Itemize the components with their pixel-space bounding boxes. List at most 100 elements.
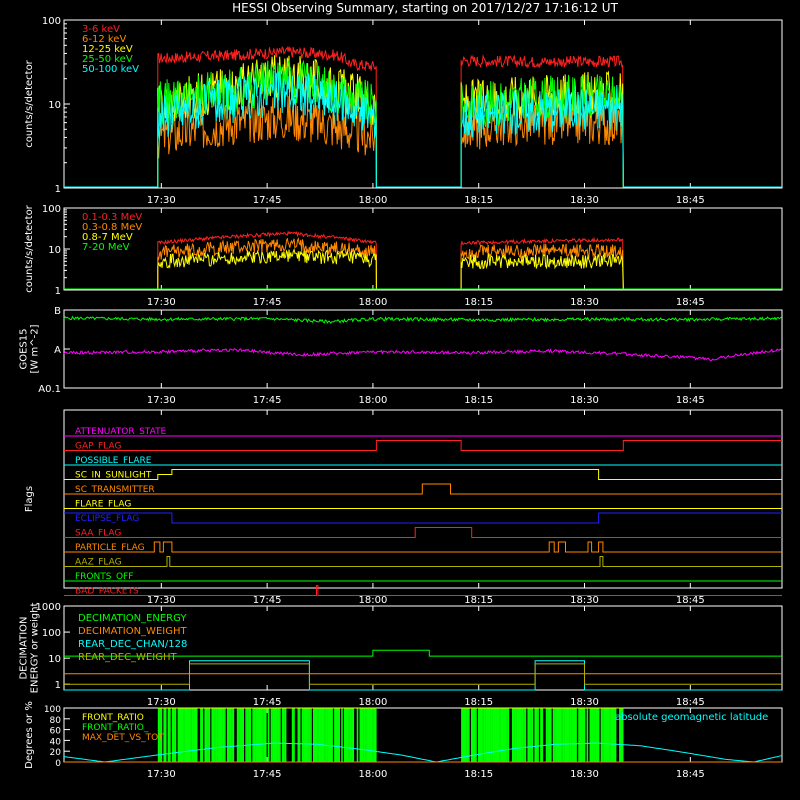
- ratio-bar: [242, 708, 244, 762]
- panel-1-ytick-label: 1: [55, 184, 61, 195]
- panel-1-xtick-label: 18:30: [570, 195, 599, 206]
- ratio-bar: [163, 708, 165, 762]
- decim-ytick-label: 1000: [36, 602, 61, 613]
- ratio-bar: [217, 708, 219, 762]
- ratio-bar: [320, 708, 322, 762]
- goes-series-short: [63, 348, 782, 362]
- ratio-bar: [606, 708, 608, 762]
- panel-5-xtick-label: 17:30: [147, 697, 176, 708]
- legend-entry: 7-20 MeV: [82, 242, 130, 253]
- ratio-bar: [328, 708, 331, 762]
- ratio-bar: [514, 708, 517, 762]
- ratio-bar: [462, 708, 465, 762]
- ratio-bar: [557, 708, 559, 762]
- ratio-bar: [600, 708, 603, 762]
- ratio-bar: [313, 708, 315, 762]
- ratio-bar: [607, 708, 610, 762]
- ratio-bar: [260, 708, 263, 762]
- ratio-bar: [558, 708, 560, 762]
- ratio-bar: [363, 708, 366, 762]
- ratio-bar: [314, 708, 316, 762]
- ratio-bar: [548, 708, 551, 762]
- ratio-bar: [465, 708, 467, 762]
- ratio-bar: [263, 708, 266, 762]
- ratio-bar: [293, 708, 295, 762]
- ratio-bar: [334, 708, 336, 762]
- panel-6-xtick-label: 18:30: [570, 769, 599, 780]
- ratio-bar: [566, 708, 569, 762]
- ratio-bar: [304, 708, 307, 762]
- ratio-bar: [212, 708, 215, 762]
- panel-5-xtick-label: 18:30: [570, 697, 599, 708]
- decim-ytick-label: 1: [55, 680, 61, 691]
- flag-line-sc-transmitter: [64, 483, 782, 495]
- panel-2-xtick-label: 18:45: [676, 297, 705, 308]
- ratio-bar: [281, 708, 284, 762]
- ratio-bar: [362, 708, 364, 762]
- ratio-bar: [596, 708, 599, 762]
- panel-6-xtick-label: 18:15: [464, 769, 493, 780]
- ratio-bar: [502, 708, 504, 762]
- ratio-bar: [523, 708, 525, 762]
- ratio-bar: [373, 708, 376, 762]
- ratio-ytick-label: 100: [44, 705, 61, 715]
- ratio-bar: [245, 708, 247, 762]
- ratio-bar: [621, 708, 624, 762]
- ratio-bar: [201, 708, 204, 762]
- ratio-bar: [187, 708, 189, 762]
- legend-entry: absolute geomagnetic latitude: [615, 712, 768, 723]
- ratio-bar: [345, 708, 347, 762]
- panel-1-xtick-label: 18:15: [464, 195, 493, 206]
- ratio-bar: [348, 708, 350, 762]
- ratio-bar: [270, 708, 273, 762]
- ratio-bar: [249, 708, 252, 762]
- ratio-bar: [325, 708, 328, 762]
- ratio-bar: [177, 708, 180, 762]
- ratio-bar: [483, 708, 486, 762]
- ratio-bar: [592, 708, 594, 762]
- series-0-8-7-mev: [64, 248, 782, 290]
- ratio-bar: [463, 708, 466, 762]
- ratio-bar: [273, 708, 276, 762]
- ratio-bar: [205, 708, 208, 762]
- ratio-bar: [238, 708, 240, 762]
- ratio-bar: [211, 708, 213, 762]
- ratio-bar: [540, 708, 542, 762]
- flag-line-bad-packets: [64, 585, 782, 596]
- ratio-bar: [164, 708, 167, 762]
- ratio-bar: [487, 708, 490, 762]
- ratio-bar: [159, 708, 161, 762]
- ratio-bar: [173, 708, 175, 762]
- ratio-bar: [346, 708, 349, 762]
- ratio-bar: [303, 708, 305, 762]
- ratio-bar: [308, 708, 311, 762]
- ratio-bar: [480, 708, 483, 762]
- flag-label: SC_IN_SUNLIGHT: [75, 471, 152, 481]
- ratio-bar: [369, 708, 371, 762]
- ratio-bar: [219, 708, 222, 762]
- legend-entry: FRONT_RATIO: [82, 713, 144, 723]
- ratio-ytick-label: 60: [50, 727, 62, 737]
- ratio-bar: [503, 708, 505, 762]
- ratio-bar: [315, 708, 318, 762]
- ratio-bar: [534, 708, 536, 762]
- legend-entry: MAX_DET_VS_TOT: [82, 733, 164, 743]
- ratio-bar: [612, 708, 614, 762]
- ratio-bar: [301, 708, 304, 762]
- ratio-bar: [262, 708, 264, 762]
- legend-entry: 0.3-0.8 MeV: [82, 222, 142, 233]
- ratio-bar: [568, 708, 570, 762]
- ratio-bar: [541, 708, 544, 762]
- decim-ytick-label: 100: [42, 628, 61, 639]
- panel-6-xtick-label: 18:00: [359, 769, 388, 780]
- legend-entry: DECIMATION_ENERGY: [78, 613, 187, 624]
- series-50-100-kev: [64, 70, 782, 188]
- ratio-bar: [513, 708, 515, 762]
- ratio-bar: [255, 708, 257, 762]
- ratio-bar: [183, 708, 185, 762]
- series-line: [64, 70, 782, 188]
- ratio-bar: [207, 708, 209, 762]
- panel-1-xtick-label: 18:45: [676, 195, 705, 206]
- panel-6-xtick-label: 18:45: [676, 769, 705, 780]
